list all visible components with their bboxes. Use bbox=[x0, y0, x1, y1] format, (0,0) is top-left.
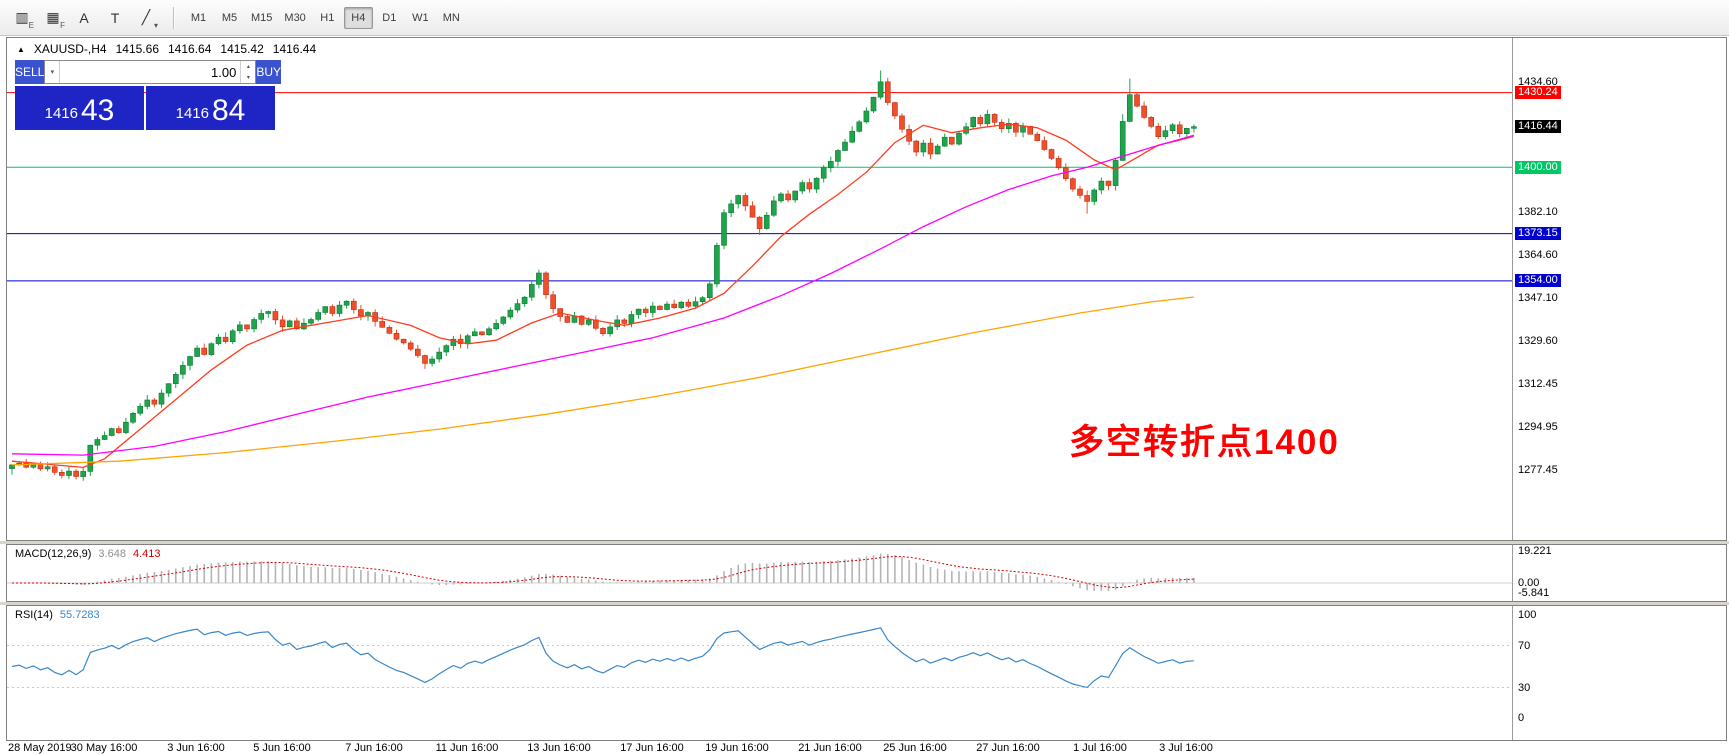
sell-button[interactable]: SELL bbox=[15, 60, 45, 84]
timeframe-M15[interactable]: M15 bbox=[251, 11, 273, 24]
macd-panel[interactable]: MACD(12,26,9) 3.648 4.413 19.221 0.00 -5.8… bbox=[6, 544, 1727, 602]
buy-button[interactable]: BUY bbox=[256, 60, 282, 84]
time-axis-label: 25 Jun 16:00 bbox=[883, 742, 947, 754]
panel-splitter[interactable] bbox=[0, 541, 1729, 544]
volume-input[interactable] bbox=[60, 61, 241, 83]
time-axis-label: 11 Jun 16:00 bbox=[435, 742, 499, 754]
time-axis[interactable]: 28 May 2019 30 May 16:00 3 Jun 16:00 5 Jun … bbox=[6, 741, 1727, 755]
candlestick-chart[interactable] bbox=[7, 38, 1726, 540]
time-axis-label: 17 Jun 16:00 bbox=[620, 742, 684, 754]
price-tag: 1416.44 bbox=[1515, 120, 1561, 133]
symbol-label: XAUUSD-,H4 bbox=[33, 42, 107, 56]
price-axis-label: 1347.10 bbox=[1518, 292, 1558, 304]
price-axis-label: 1294.95 bbox=[1518, 421, 1558, 433]
time-axis-label: 13 Jun 16:00 bbox=[527, 742, 591, 754]
annotation-text: 多空转折点1400 bbox=[1069, 423, 1340, 462]
volume-down-icon[interactable]: ▾ bbox=[246, 75, 250, 81]
candlestick-chart-icon[interactable]: ▥ E bbox=[15, 9, 34, 30]
main-chart-panel[interactable]: ▲ XAUUSD-,H4 1415.66 1416.64 1415.42 141… bbox=[6, 37, 1727, 541]
text-annotation-icon[interactable]: A bbox=[79, 9, 89, 26]
rsi-panel[interactable]: RSI(14) 55.7283 100 70 30 0 bbox=[6, 605, 1727, 741]
price-tag: 1400.00 bbox=[1515, 161, 1561, 174]
collapse-icon[interactable]: ▲ bbox=[17, 44, 25, 54]
trendline-tools-icon[interactable]: ╱ ▾ bbox=[141, 9, 158, 30]
buy-price-big: 84 bbox=[212, 94, 246, 127]
high-value: 1416.64 bbox=[168, 42, 212, 56]
time-axis-label: 3 Jul 16:00 bbox=[1159, 742, 1213, 754]
macd-signal-value: 4.413 bbox=[132, 548, 161, 560]
price-tag: 1354.00 bbox=[1515, 274, 1561, 287]
volume-box: ▾ ▴ ▾ bbox=[44, 60, 257, 84]
close-value: 1416.44 bbox=[272, 42, 317, 56]
buy-price-display[interactable]: 1416 84 bbox=[146, 86, 275, 130]
price-axis-label: 1434.60 bbox=[1518, 76, 1558, 88]
price-axis-label: 1312.45 bbox=[1518, 378, 1558, 390]
time-axis-label: 27 Jun 16:00 bbox=[976, 742, 1040, 754]
low-value: 1415.42 bbox=[220, 42, 264, 56]
macd-chart[interactable] bbox=[7, 545, 1726, 601]
rsi-name: RSI(14) bbox=[15, 609, 53, 621]
symbol-ohlc-bar: ▲ XAUUSD-,H4 1415.66 1416.64 1415.42 141… bbox=[17, 42, 316, 56]
rsi-value: 55.7283 bbox=[59, 609, 100, 621]
open-value: 1415.66 bbox=[115, 42, 159, 56]
one-click-trade-panel: SELL ▾ ▴ ▾ BUY 1416 43 1416 84 bbox=[15, 60, 282, 130]
volume-stepper: ▴ ▾ bbox=[240, 61, 255, 83]
price-axis-label: 1277.45 bbox=[1518, 464, 1558, 476]
macd-name: MACD(12,26,9) bbox=[15, 548, 92, 560]
price-tag: 1373.15 bbox=[1515, 227, 1561, 240]
rsi-axis-label: 0 bbox=[1518, 712, 1525, 724]
time-axis-label: 30 May 16:00 bbox=[70, 742, 138, 754]
toolbar-separator bbox=[173, 6, 174, 29]
rsi-axis-label: 100 bbox=[1518, 609, 1537, 621]
timeframe-M5[interactable]: M5 bbox=[221, 11, 238, 24]
time-axis-label: 3 Jun 16:00 bbox=[167, 742, 225, 754]
volume-up-icon[interactable]: ▴ bbox=[246, 64, 250, 70]
time-axis-label: 19 Jun 16:00 bbox=[705, 742, 769, 754]
macd-label-bar: MACD(12,26,9) 3.648 4.413 bbox=[15, 548, 160, 560]
macd-main-value: 3.648 bbox=[98, 548, 126, 560]
sell-price-display[interactable]: 1416 43 bbox=[15, 86, 144, 130]
drawing-tool-group: ▥ E ▦ F A T ╱ ▾ bbox=[8, 6, 163, 30]
timeframe-M30[interactable]: M30 bbox=[284, 11, 306, 24]
macd-axis-label: 19.221 bbox=[1518, 545, 1552, 557]
indicator-grid-icon[interactable]: ▦ F bbox=[46, 9, 65, 30]
volume-dropdown-icon[interactable]: ▾ bbox=[45, 61, 61, 83]
sell-price-big: 43 bbox=[81, 94, 115, 127]
rsi-axis-label: 30 bbox=[1518, 682, 1531, 694]
timeframe-H1[interactable]: H1 bbox=[320, 11, 335, 24]
price-axis-label: 1382.10 bbox=[1518, 206, 1558, 218]
timeframe-MN[interactable]: MN bbox=[442, 11, 460, 24]
time-axis-label: 21 Jun 16:00 bbox=[798, 742, 862, 754]
price-tag: 1430.24 bbox=[1515, 86, 1561, 99]
macd-axis-label: -5.841 bbox=[1518, 587, 1550, 599]
macd-axis-label: 0.00 bbox=[1518, 577, 1540, 589]
timeframe-group: M1 M5 M15 M30 H1 H4 D1 W1 MN bbox=[184, 6, 468, 29]
time-axis-label: 28 May 2019 bbox=[8, 742, 72, 754]
text-box-icon[interactable]: T bbox=[110, 9, 120, 26]
timeframe-M1[interactable]: M1 bbox=[190, 11, 207, 24]
price-axis-label: 1329.60 bbox=[1518, 335, 1558, 347]
timeframe-D1[interactable]: D1 bbox=[382, 11, 397, 24]
timeframe-H4[interactable]: H4 bbox=[343, 6, 373, 29]
sell-price-prefix: 1416 bbox=[44, 105, 78, 122]
time-axis-label: 1 Jul 16:00 bbox=[1073, 742, 1127, 754]
buy-price-prefix: 1416 bbox=[175, 105, 209, 122]
price-axis-label: 1364.60 bbox=[1518, 249, 1558, 261]
rsi-chart[interactable] bbox=[7, 606, 1726, 740]
rsi-label-bar: RSI(14) 55.7283 bbox=[15, 609, 100, 621]
toolbar: ▥ E ▦ F A T ╱ ▾ M1 M5 M15 M30 H1 H4 D1 W1 MN bbox=[0, 0, 1729, 36]
time-axis-label: 7 Jun 16:00 bbox=[345, 742, 403, 754]
timeframe-W1[interactable]: W1 bbox=[412, 11, 429, 24]
rsi-axis-label: 70 bbox=[1518, 640, 1531, 652]
panel-splitter[interactable] bbox=[0, 602, 1729, 605]
time-axis-label: 5 Jun 16:00 bbox=[253, 742, 311, 754]
